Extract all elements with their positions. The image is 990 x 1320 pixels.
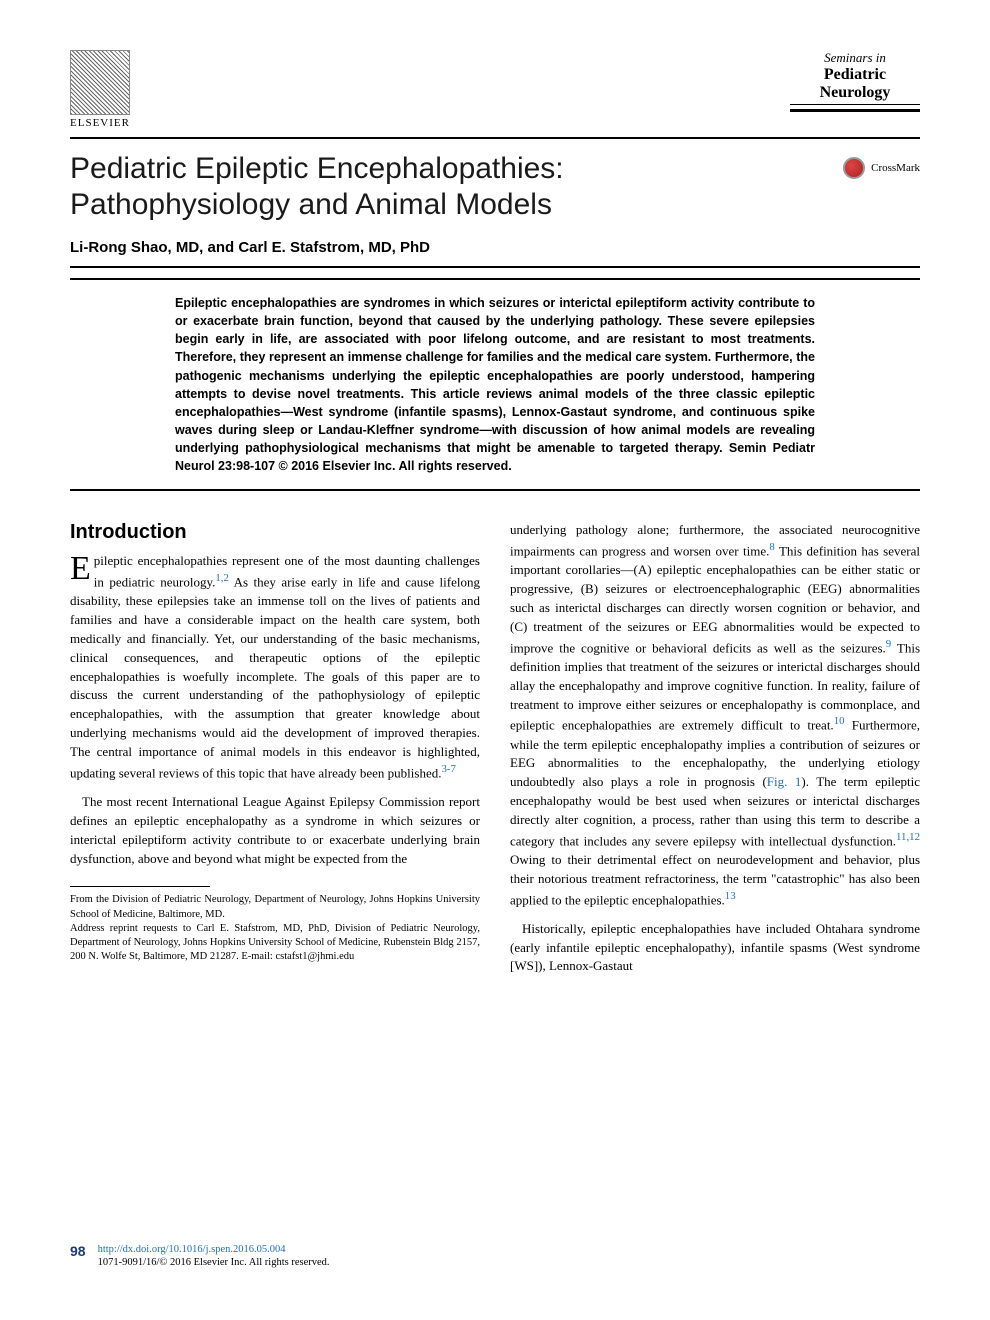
- ref-10[interactable]: 10: [834, 715, 845, 727]
- elsevier-tree-icon: [70, 50, 130, 115]
- journal-title-block: Seminars in Pediatric Neurology: [790, 50, 920, 112]
- article-title: Pediatric Epileptic Encephalopathies: Pa…: [70, 151, 730, 223]
- header-rule: [70, 137, 920, 139]
- intro-para-1: Epileptic encephalopathies represent one…: [70, 552, 480, 783]
- column-left: Introduction Epileptic encephalopathies …: [70, 521, 480, 986]
- r-text-1b: This definition has several important co…: [510, 543, 920, 655]
- ref-11-12[interactable]: 11,12: [896, 831, 920, 843]
- r-text-2: Historically, epileptic encephalopathies…: [510, 921, 920, 974]
- right-para-1: underlying pathology alone; furthermore,…: [510, 521, 920, 910]
- intro-text-1b: As they arise early in life and cause li…: [70, 574, 480, 780]
- intro-heading: Introduction: [70, 521, 480, 544]
- ref-3-7[interactable]: 3-7: [441, 763, 455, 775]
- r-text-1f: Owing to their detrimental effect on neu…: [510, 852, 920, 907]
- crossmark-label: CrossMark: [871, 162, 920, 174]
- footnote-address: Address reprint requests to Carl E. Staf…: [70, 922, 480, 965]
- body-columns: Introduction Epileptic encephalopathies …: [70, 521, 920, 986]
- copyright-line: 1071-9091/16/© 2016 Elsevier Inc. All ri…: [98, 1257, 330, 1268]
- publisher-block: ELSEVIER: [70, 50, 130, 129]
- doi-link[interactable]: http://dx.doi.org/10.1016/j.spen.2016.05…: [98, 1244, 286, 1255]
- page-footer: 98 http://dx.doi.org/10.1016/j.spen.2016…: [70, 1243, 920, 1270]
- ref-1-2[interactable]: 1,2: [215, 572, 229, 584]
- abstract-container: Epileptic encephalopathies are syndromes…: [70, 278, 920, 491]
- abstract-text: Epileptic encephalopathies are syndromes…: [175, 294, 815, 475]
- crossmark-badge[interactable]: CrossMark: [843, 157, 920, 179]
- page-header: ELSEVIER Seminars in Pediatric Neurology: [70, 50, 920, 129]
- journal-line-1: Seminars in: [790, 50, 920, 66]
- journal-line-3: Neurology: [790, 84, 920, 102]
- column-right: underlying pathology alone; furthermore,…: [510, 521, 920, 986]
- authors: Li-Rong Shao, MD, and Carl E. Stafstrom,…: [70, 239, 920, 256]
- intro-text-2: The most recent International League Aga…: [70, 794, 480, 866]
- journal-line-2: Pediatric: [790, 66, 920, 84]
- publisher-name: ELSEVIER: [70, 117, 130, 129]
- doi-block: http://dx.doi.org/10.1016/j.spen.2016.05…: [98, 1243, 330, 1270]
- page-number: 98: [70, 1243, 86, 1259]
- footnote-separator: [70, 886, 210, 887]
- intro-para-2: The most recent International League Aga…: [70, 793, 480, 868]
- title-row: Pediatric Epileptic Encephalopathies: Pa…: [70, 151, 920, 223]
- ref-13[interactable]: 13: [725, 890, 736, 902]
- authors-rule: [70, 266, 920, 268]
- crossmark-icon: [843, 157, 865, 179]
- footnote-from: From the Division of Pediatric Neurology…: [70, 893, 480, 921]
- fig-1-link[interactable]: Fig. 1: [767, 774, 802, 789]
- right-para-2: Historically, epileptic encephalopathies…: [510, 920, 920, 977]
